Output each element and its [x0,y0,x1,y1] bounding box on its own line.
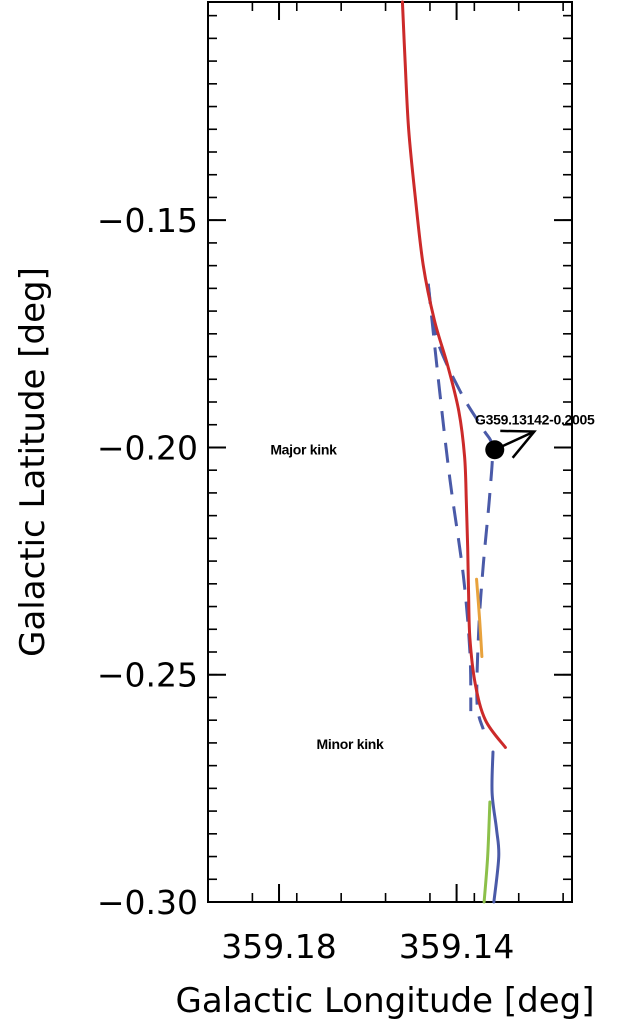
series-line [482,800,492,904]
x-tick-label: 359.18 [221,927,336,966]
y-tick-label: −0.25 [97,656,198,695]
y-axis-title: Galactic Latitude [deg] [13,267,53,657]
plot-frame [207,1,573,903]
kink-annotation: Major kink [270,442,337,458]
plot-area-border [207,1,573,903]
kink-annotation: Minor kink [317,736,385,752]
source-marker [485,440,505,460]
series-line [426,283,494,730]
x-tick-label: 359.14 [399,927,514,966]
y-tick-label: −0.30 [97,883,198,922]
y-tick-labels: −0.15 −0.20 −0.25 −0.30 [97,201,198,922]
series-line [475,577,484,659]
annotation-layer: Major kink Minor kink [270,442,384,752]
source-arrow-head [500,429,537,459]
y-tick-label: −0.20 [97,428,198,467]
series-line [426,283,473,712]
marker-layer: G359.13142-0.2005 [475,412,595,460]
x-axis-title: Galactic Longitude [deg] [176,981,595,1021]
y-tick-label: −0.15 [97,201,198,240]
source-label: G359.13142-0.2005 [475,412,595,428]
series-layer [400,0,507,904]
x-tick-labels: 359.18 359.14 [221,927,514,966]
series-line [490,750,501,904]
major-ticks [208,2,572,903]
series-line [400,0,507,749]
